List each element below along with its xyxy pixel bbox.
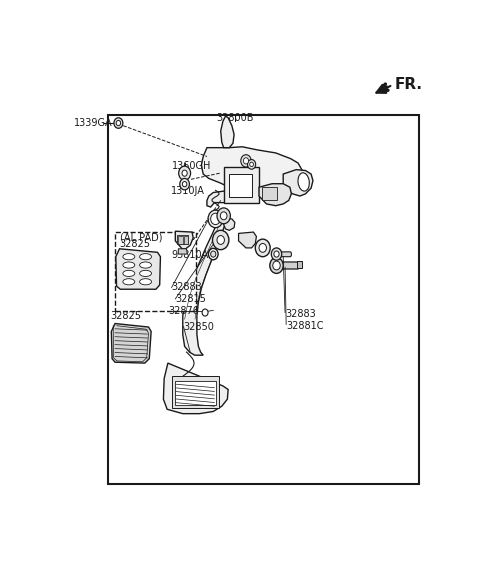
Polygon shape (276, 252, 291, 257)
Text: 93810A: 93810A (172, 250, 209, 260)
Circle shape (273, 261, 280, 270)
Polygon shape (202, 147, 302, 198)
Circle shape (217, 208, 230, 224)
Ellipse shape (123, 270, 135, 276)
Ellipse shape (123, 262, 135, 268)
Polygon shape (111, 324, 151, 363)
Polygon shape (283, 170, 313, 196)
Circle shape (211, 251, 216, 257)
Ellipse shape (123, 279, 135, 285)
Polygon shape (239, 232, 256, 248)
Polygon shape (221, 213, 228, 223)
Bar (108, 115, 419, 484)
Circle shape (271, 248, 282, 260)
Bar (224, 167, 259, 203)
Bar (297, 261, 302, 268)
Polygon shape (207, 191, 235, 207)
Ellipse shape (140, 254, 152, 260)
Circle shape (243, 158, 249, 164)
Ellipse shape (140, 270, 152, 276)
Circle shape (248, 159, 256, 169)
Bar (262, 187, 276, 200)
Bar (115, 232, 196, 311)
Text: 32815: 32815 (175, 294, 206, 304)
Ellipse shape (123, 254, 135, 260)
Circle shape (250, 162, 253, 167)
Text: FR.: FR. (395, 77, 423, 93)
Bar (177, 235, 188, 244)
Polygon shape (116, 249, 160, 289)
Polygon shape (178, 249, 187, 254)
Bar (229, 174, 252, 197)
Ellipse shape (298, 173, 309, 191)
Bar (178, 236, 183, 243)
Ellipse shape (140, 262, 152, 268)
Text: 32881C: 32881C (286, 321, 324, 331)
Text: 32825: 32825 (119, 239, 150, 250)
Text: 32883: 32883 (172, 283, 203, 292)
Polygon shape (221, 116, 234, 148)
Text: 32850: 32850 (183, 321, 215, 332)
Circle shape (208, 210, 223, 228)
Circle shape (182, 182, 187, 187)
Circle shape (274, 251, 279, 257)
Circle shape (255, 239, 270, 257)
Text: 1339GA: 1339GA (74, 118, 113, 128)
Text: 32883: 32883 (285, 309, 316, 319)
Text: 1360GH: 1360GH (172, 161, 211, 171)
Circle shape (180, 178, 190, 190)
Polygon shape (175, 231, 193, 249)
Circle shape (220, 212, 227, 220)
Text: 1310JA: 1310JA (171, 186, 205, 196)
Circle shape (217, 236, 225, 244)
Circle shape (241, 155, 251, 167)
Circle shape (213, 230, 229, 250)
Polygon shape (163, 363, 228, 413)
Circle shape (270, 258, 283, 274)
Polygon shape (183, 215, 228, 355)
Ellipse shape (140, 279, 152, 285)
Circle shape (202, 309, 208, 316)
Circle shape (114, 118, 123, 128)
Bar (175, 381, 216, 405)
Circle shape (208, 248, 218, 260)
Text: 32876: 32876 (168, 306, 200, 316)
Circle shape (116, 120, 120, 126)
Circle shape (182, 170, 187, 176)
Polygon shape (259, 184, 291, 206)
Polygon shape (276, 262, 300, 269)
Circle shape (211, 213, 220, 224)
Bar (172, 376, 219, 408)
Circle shape (259, 243, 266, 252)
Bar (184, 236, 188, 243)
Text: 32825: 32825 (111, 312, 142, 321)
Text: 32800B: 32800B (216, 112, 253, 123)
Text: (AL PAD): (AL PAD) (120, 233, 163, 243)
Circle shape (179, 166, 191, 180)
Polygon shape (224, 219, 235, 230)
